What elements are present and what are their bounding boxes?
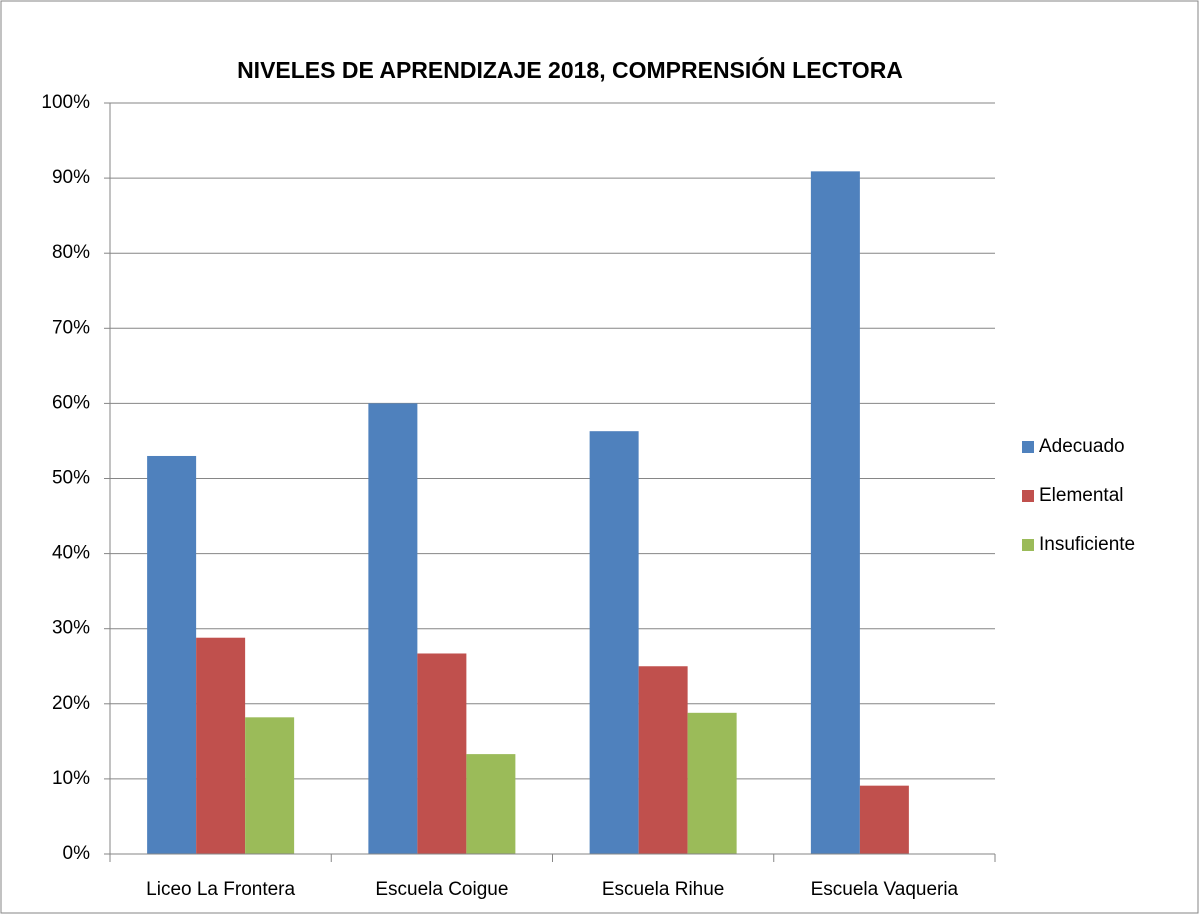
x-tick-label: Liceo La Frontera	[146, 879, 295, 900]
bar	[417, 653, 467, 854]
bar	[368, 403, 418, 854]
bar	[810, 171, 860, 854]
y-tick-label: 100%	[41, 92, 90, 113]
y-tick-label: 30%	[52, 618, 90, 639]
x-tick-label: Escuela Coigue	[375, 879, 508, 900]
chart-title: NIVELES DE APRENDIZAJE 2018, COMPRENSIÓN…	[237, 56, 903, 83]
y-tick-label: 90%	[52, 167, 90, 188]
y-tick-label: 20%	[52, 693, 90, 714]
legend-swatch	[1022, 539, 1034, 551]
bar	[196, 637, 246, 854]
legend-swatch	[1022, 490, 1034, 502]
y-tick-label: 60%	[52, 392, 90, 413]
bar	[147, 455, 197, 854]
bar	[859, 785, 909, 854]
x-tick-label: Escuela Vaqueria	[811, 879, 959, 900]
legend-swatch	[1022, 441, 1034, 453]
bar	[245, 717, 295, 854]
bar	[589, 431, 639, 854]
bar	[638, 666, 688, 854]
y-tick-label: 80%	[52, 242, 90, 263]
y-tick-label: 10%	[52, 768, 90, 789]
legend-label: Insuficiente	[1039, 534, 1135, 555]
y-tick-label: 40%	[52, 543, 90, 564]
y-tick-label: 50%	[52, 468, 90, 489]
bar	[466, 754, 516, 854]
x-tick-label: Escuela Rihue	[602, 879, 725, 900]
y-tick-label: 0%	[63, 843, 91, 864]
legend-label: Elemental	[1039, 485, 1124, 506]
y-tick-label: 70%	[52, 317, 90, 338]
legend-label: Adecuado	[1039, 436, 1125, 457]
bar	[687, 712, 737, 854]
